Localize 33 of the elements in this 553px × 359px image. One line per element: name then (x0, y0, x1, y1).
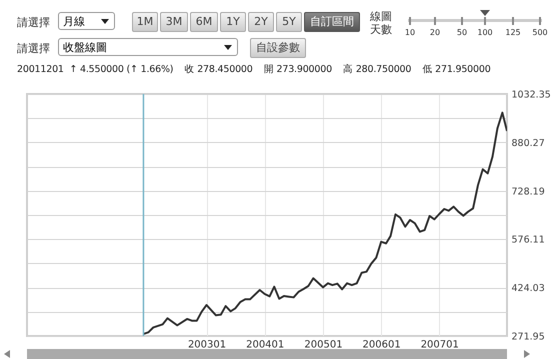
text: 6M (190, 12, 218, 32)
text: 50 (456, 27, 468, 39)
x-tick-label: 200701 (420, 340, 459, 350)
x-tick-label: 200601 (362, 340, 401, 350)
text: 自設參數 (250, 38, 306, 58)
text: 10 (404, 27, 416, 39)
y-tick-label: 424.03 (512, 283, 545, 294)
x-tick-label: 200301 (188, 340, 226, 350)
text: 月線 (58, 12, 115, 30)
text: 線圖 (370, 10, 392, 23)
y-tick-label: 880.27 (512, 138, 545, 149)
text: 收盤線圖 (58, 38, 238, 56)
text: 20 (428, 27, 442, 39)
text: 1Y (220, 12, 246, 32)
text: 500 (531, 27, 549, 39)
y-tick-label: 1032.35 (512, 90, 551, 100)
y-tick-label: 728.19 (512, 186, 545, 198)
text: 125 (504, 27, 522, 39)
text: 100 (476, 27, 494, 39)
text: 自訂區間 (304, 12, 360, 32)
x-tick-label: 200401 (246, 340, 284, 350)
line-series (142, 112, 507, 335)
y-tick-label: 576.11 (512, 234, 545, 246)
text: 2Y (248, 12, 274, 32)
text: 天數 (370, 23, 392, 36)
text: 請選擇 (17, 42, 50, 55)
text: 1M (132, 12, 158, 32)
chart-subtitle: 20011201 ↑ 4.550000 (↑ 1.66%) 收 278.450000 開 273.900000 高 280.750000 低 271.950000 (17, 63, 491, 76)
text: 3M (160, 12, 188, 32)
y-tick-label: 271.95 (512, 332, 545, 342)
text: 5Y (276, 12, 302, 32)
text: 請選擇 (17, 16, 50, 29)
x-tick-label: 200501 (304, 340, 343, 350)
